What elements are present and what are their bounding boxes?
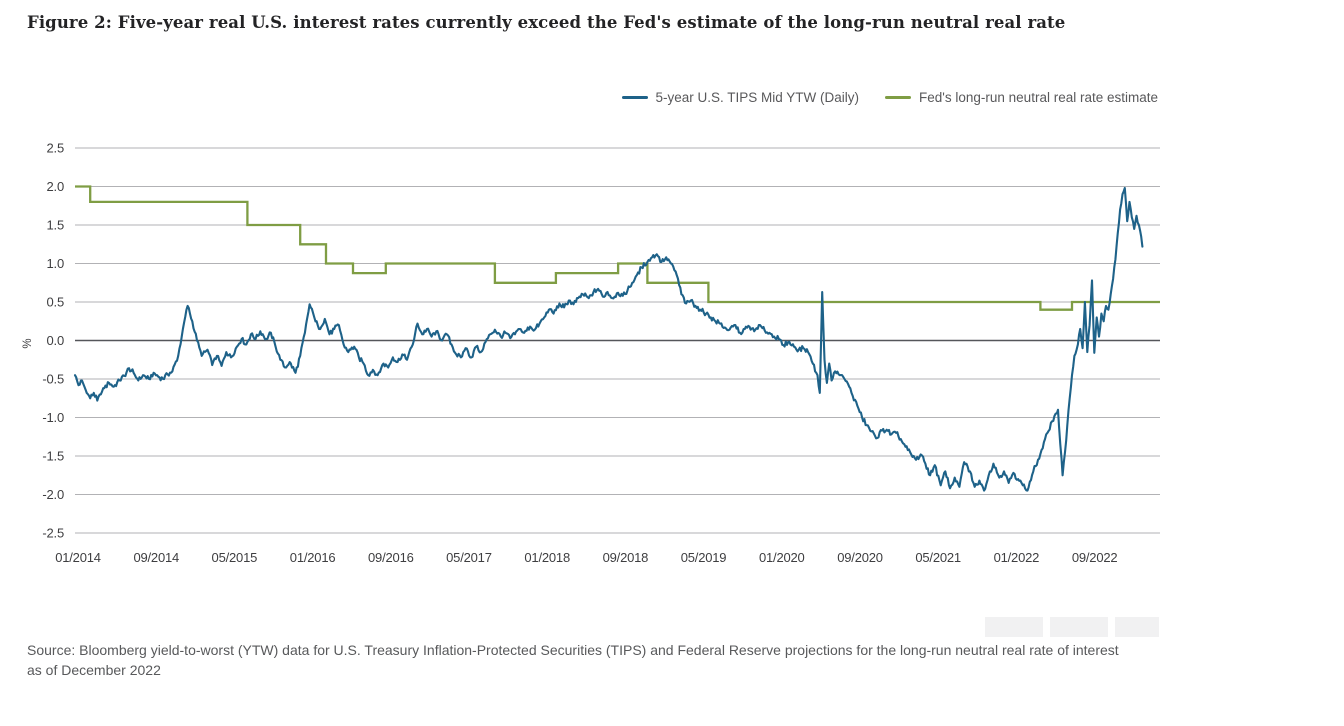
x-tick-label: 09/2020 [837,550,883,565]
y-tick-label: 1.0 [47,256,64,271]
y-tick-label: 0.5 [47,295,64,310]
x-tick-label: 05/2015 [212,550,258,565]
tips-line-label: 5-year U.S. TIPS Mid YTW (Daily) [655,90,860,105]
y-tick-label: -2.5 [42,526,64,541]
source-note: Source: Bloomberg yield-to-worst (YTW) d… [27,640,1177,680]
x-tick-label: 05/2019 [681,550,727,565]
x-tick-label: 09/2016 [368,550,414,565]
fed-line-swatch [885,95,912,100]
x-tick-label: 01/2020 [759,550,805,565]
y-tick-label: 2.0 [47,179,64,194]
y-tick-label: -1.0 [42,410,64,425]
x-tick-label: 01/2014 [55,550,101,565]
faded-artifact-block [1050,617,1108,637]
faded-artifact-block [985,617,1043,637]
x-tick-label: 09/2018 [603,550,649,565]
y-tick-label: -0.5 [42,372,64,387]
x-tick-label: 05/2017 [446,550,492,565]
x-tick-label: 09/2014 [133,550,179,565]
tips-line-swatch [621,95,648,100]
x-tick-label: 09/2022 [1072,550,1118,565]
y-tick-label: -2.0 [42,487,64,502]
tips-yield-line [73,186,1144,492]
legend-item-fed: Fed's long-run neutral real rate estimat… [885,90,1158,105]
x-tick-label: 05/2021 [915,550,961,565]
source-note-line-2: as of December 2022 [27,662,161,678]
x-tick-label: 01/2022 [994,550,1040,565]
chart-legend: 5-year U.S. TIPS Mid YTW (Daily) Fed's l… [621,90,1158,105]
fed-neutral-rate-line [75,185,1160,311]
x-tick-label: 01/2016 [290,550,336,565]
y-tick-label: -1.5 [42,449,64,464]
line-chart-canvas: 2.5 2.0 1.5 1.0 0.5 0.0 -0.5 -1.0 -1.5 -2.0 -2.5% 0… [22,141,1160,565]
y-axis-unit-label: % [22,338,34,348]
source-note-line-1: Source: Bloomberg yield-to-worst (YTW) d… [27,642,1119,658]
fed-line-label: Fed's long-run neutral real rate estimat… [919,90,1158,105]
faded-artifact-block [1115,617,1159,637]
x-tick-label: 01/2018 [524,550,570,565]
figure-title: Figure 2: Five-year real U.S. interest r… [27,13,1066,32]
y-tick-label: 2.5 [47,141,64,156]
legend-item-tips: 5-year U.S. TIPS Mid YTW (Daily) [621,90,860,105]
y-tick-label: 1.5 [47,218,64,233]
y-tick-label: 0.0 [47,333,64,348]
